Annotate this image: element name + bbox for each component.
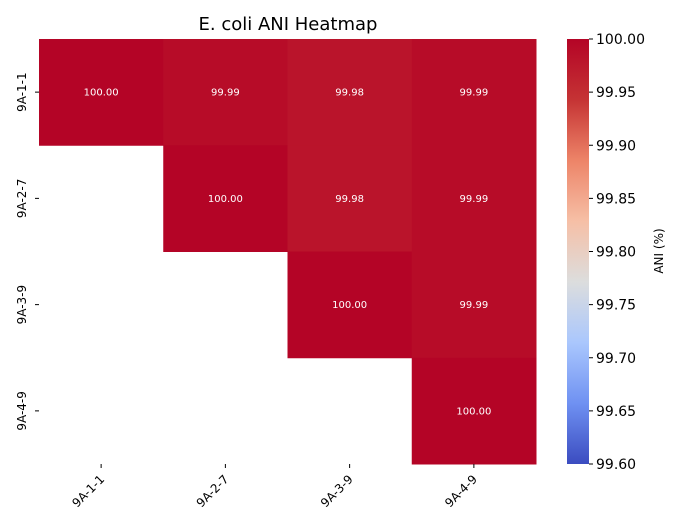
cell-value-label: 100.00 [332, 300, 367, 311]
x-tick-label: 9A-4-9 [442, 472, 480, 510]
colorbar-tick-label: 99.85 [596, 191, 636, 207]
heatmap-cell [287, 39, 413, 146]
colorbar-tick-label: 99.60 [596, 457, 636, 473]
y-tick-label: 9A-2-7 [15, 179, 29, 219]
x-tick-label: 9A-2-7 [194, 472, 232, 510]
heatmap-cell [163, 145, 288, 252]
colorbar-tick-label: 100.00 [596, 32, 645, 48]
cell-value-label: 99.99 [460, 194, 489, 205]
colorbar-ticks: 100.00 99.95 99.90 99.85 99.80 99.75 99.70 99.6… [589, 32, 645, 473]
cell-value-label: 99.99 [460, 88, 489, 99]
heatmap-cell [411, 251, 537, 359]
colorbar-tick-label: 99.95 [596, 85, 636, 101]
heatmap-cell [287, 251, 413, 359]
cell-value-label: 100.00 [208, 194, 243, 205]
x-tick-label: 9A-3-9 [318, 472, 356, 510]
y-tick-label: 9A-3-9 [15, 285, 29, 325]
x-axis: 9A-1-1 9A-2-7 9A-3-9 9A-4-9 [69, 464, 480, 510]
colorbar-tick-label: 99.65 [596, 404, 636, 420]
colorbar-tick-label: 99.90 [596, 138, 636, 154]
heatmap-cell [411, 39, 537, 146]
y-tick-label: 9A-1-1 [15, 72, 29, 112]
colorbar-tick-label: 99.75 [596, 298, 636, 314]
chart-title: E. coli ANI Heatmap [199, 14, 378, 35]
cell-value-label: 99.99 [211, 88, 240, 99]
colorbar-tick-label: 99.80 [596, 245, 636, 261]
cell-value-label: 100.00 [84, 88, 119, 99]
heatmap-cell [39, 39, 164, 146]
heatmap-cells [39, 39, 537, 465]
cell-value-label: 99.99 [460, 300, 489, 311]
heatmap-cell [411, 357, 537, 465]
heatmap-cell [287, 145, 413, 252]
colorbar-tick-label: 99.70 [596, 351, 636, 367]
heatmap-cell [411, 145, 537, 252]
colorbar-label: ANI (%) [652, 228, 666, 273]
heatmap-cell-labels: 100.00 99.99 99.98 99.99 100.00 99.98 99.99 100… [84, 88, 492, 418]
cell-value-label: 99.98 [335, 194, 364, 205]
colorbar [567, 39, 589, 464]
cell-value-label: 99.98 [335, 88, 364, 99]
heatmap-cell [163, 39, 288, 146]
x-tick-label: 9A-1-1 [69, 472, 107, 510]
cell-value-label: 100.00 [456, 406, 491, 417]
y-axis: 9A-1-1 9A-2-7 9A-3-9 9A-4-9 [15, 72, 39, 431]
y-tick-label: 9A-4-9 [15, 391, 29, 431]
